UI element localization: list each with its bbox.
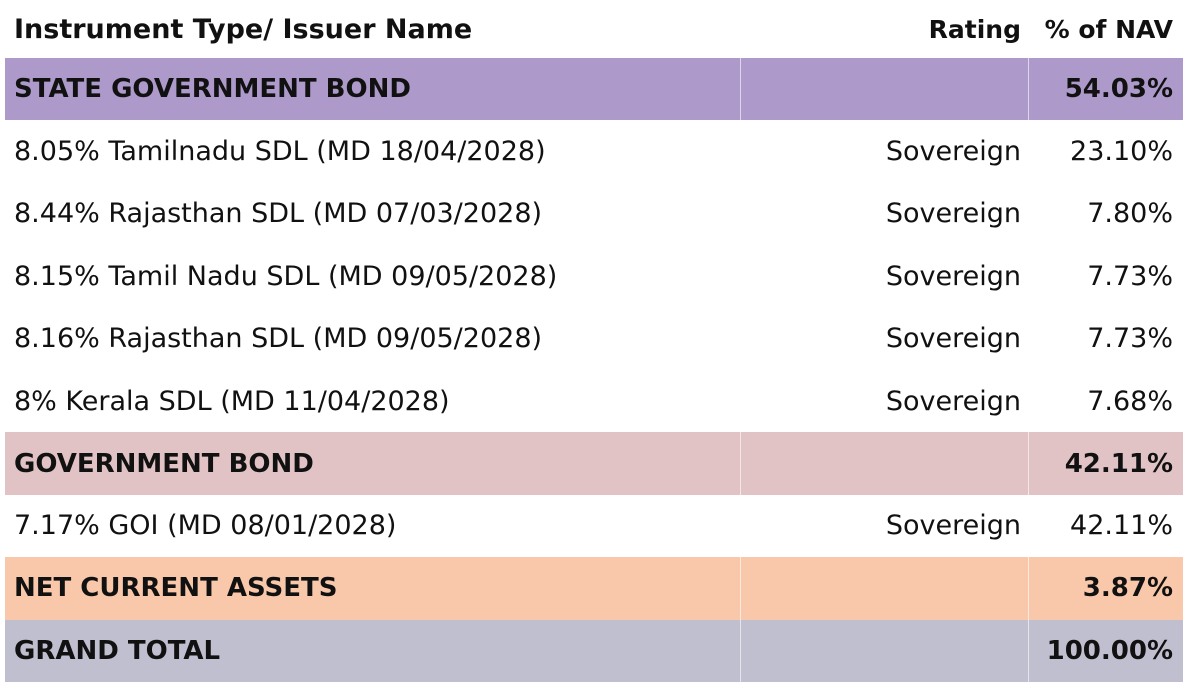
issuer-name: 7.17% GOI (MD 08/01/2028) bbox=[14, 510, 397, 542]
rating-value: Sovereign bbox=[885, 260, 1021, 292]
rating-value: Sovereign bbox=[885, 385, 1021, 417]
nav-value: 7.73% bbox=[1087, 260, 1173, 292]
issuer-name: 8% Kerala SDL (MD 11/04/2028) bbox=[14, 385, 450, 417]
nav-value: 23.10% bbox=[1070, 136, 1173, 168]
table-row: 7.17% GOI (MD 08/01/2028) Sovereign 42.1… bbox=[5, 495, 1183, 557]
table-header-row: Instrument Type/ Issuer Name Rating % of… bbox=[5, 0, 1183, 58]
group-rating-empty bbox=[741, 619, 1029, 682]
group-label: GOVERNMENT BOND bbox=[5, 432, 741, 495]
group-nav: 3.87% bbox=[1082, 573, 1173, 604]
group-nav: 54.03% bbox=[1064, 74, 1173, 105]
header-rating: Rating bbox=[928, 14, 1021, 44]
rating-value: Sovereign bbox=[885, 510, 1021, 542]
group-label: NET CURRENT ASSETS bbox=[5, 557, 741, 620]
table-row: 8.16% Rajasthan SDL (MD 09/05/2028) Sove… bbox=[5, 308, 1183, 370]
group-rating-empty bbox=[741, 557, 1029, 620]
group-label: GRAND TOTAL bbox=[5, 619, 741, 682]
group-rating-empty bbox=[741, 432, 1029, 495]
rating-value: Sovereign bbox=[885, 136, 1021, 168]
issuer-name: 8.15% Tamil Nadu SDL (MD 09/05/2028) bbox=[14, 260, 558, 292]
portfolio-holdings-table: Instrument Type/ Issuer Name Rating % of… bbox=[5, 0, 1183, 682]
group-nav: 100.00% bbox=[1046, 635, 1173, 666]
issuer-name: 8.16% Rajasthan SDL (MD 09/05/2028) bbox=[14, 323, 543, 355]
group-row-grand-total: GRAND TOTAL 100.00% bbox=[5, 619, 1183, 682]
table-row: 8.05% Tamilnadu SDL (MD 18/04/2028) Sove… bbox=[5, 120, 1183, 182]
group-rating-empty bbox=[741, 58, 1029, 121]
nav-value: 42.11% bbox=[1070, 510, 1173, 542]
table-row: 8.15% Tamil Nadu SDL (MD 09/05/2028) Sov… bbox=[5, 245, 1183, 307]
table-row: 8.44% Rajasthan SDL (MD 07/03/2028) Sove… bbox=[5, 183, 1183, 245]
rating-value: Sovereign bbox=[885, 323, 1021, 355]
header-instrument-name: Instrument Type/ Issuer Name bbox=[14, 13, 473, 45]
group-label: STATE GOVERNMENT BOND bbox=[5, 58, 741, 121]
issuer-name: 8.05% Tamilnadu SDL (MD 18/04/2028) bbox=[14, 136, 546, 168]
nav-value: 7.73% bbox=[1087, 323, 1173, 355]
group-row-government-bond: GOVERNMENT BOND 42.11% bbox=[5, 432, 1183, 495]
table-row: 8% Kerala SDL (MD 11/04/2028) Sovereign … bbox=[5, 370, 1183, 432]
group-row-net-current-assets: NET CURRENT ASSETS 3.87% bbox=[5, 557, 1183, 620]
nav-value: 7.68% bbox=[1087, 385, 1173, 417]
group-nav: 42.11% bbox=[1064, 448, 1173, 479]
issuer-name: 8.44% Rajasthan SDL (MD 07/03/2028) bbox=[14, 198, 543, 230]
header-nav: % of NAV bbox=[1044, 14, 1173, 44]
group-row-state-government-bond: STATE GOVERNMENT BOND 54.03% bbox=[5, 58, 1183, 121]
nav-value: 7.80% bbox=[1087, 198, 1173, 230]
rating-value: Sovereign bbox=[885, 198, 1021, 230]
